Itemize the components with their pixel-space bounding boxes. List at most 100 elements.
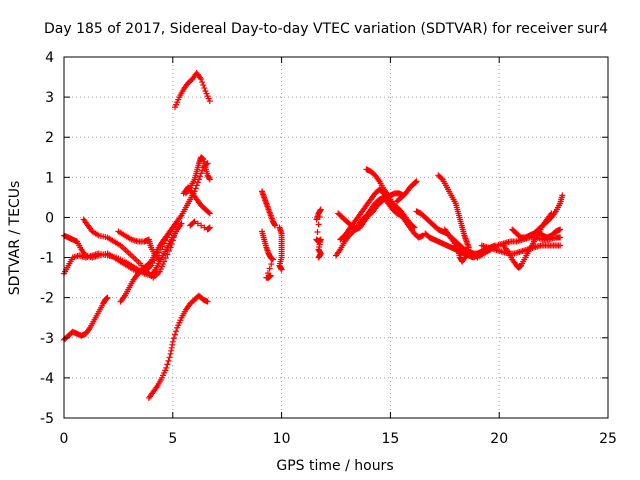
y-tick-label: -4 bbox=[40, 371, 54, 387]
y-tick-label: -3 bbox=[40, 331, 54, 347]
data-point bbox=[266, 265, 273, 272]
data-point bbox=[206, 210, 213, 217]
series-arc-28 bbox=[509, 192, 566, 241]
data-point bbox=[169, 338, 176, 345]
data-point bbox=[169, 237, 176, 244]
series-arc-14 bbox=[276, 224, 285, 273]
data-point bbox=[206, 176, 213, 183]
data-point bbox=[201, 85, 208, 92]
x-tick-label: 25 bbox=[599, 431, 617, 447]
data-point bbox=[314, 228, 321, 235]
data-point bbox=[164, 251, 171, 258]
series-arc-10 bbox=[180, 184, 213, 217]
series-arc-8 bbox=[171, 70, 213, 111]
data-point bbox=[165, 357, 172, 364]
series-arc-4 bbox=[115, 228, 163, 263]
data-point bbox=[411, 224, 418, 231]
series-arc-3 bbox=[80, 216, 178, 281]
y-tick-label: -2 bbox=[40, 291, 54, 307]
data-point bbox=[315, 221, 322, 228]
data-point bbox=[173, 328, 180, 335]
data-point bbox=[393, 208, 400, 215]
data-point bbox=[198, 76, 205, 83]
data-point bbox=[168, 241, 175, 248]
data-point bbox=[191, 218, 198, 225]
data-point bbox=[194, 179, 201, 186]
y-tick-label: 2 bbox=[45, 130, 54, 146]
x-axis-label: GPS time / hours bbox=[276, 458, 393, 474]
x-tick-label: 15 bbox=[381, 431, 399, 447]
series-arc-5 bbox=[61, 294, 111, 343]
y-tick-label: 1 bbox=[45, 170, 54, 186]
data-point bbox=[557, 242, 564, 249]
data-point bbox=[199, 79, 206, 86]
x-tick-label: 20 bbox=[490, 431, 508, 447]
data-point bbox=[163, 364, 170, 371]
data-point bbox=[164, 361, 171, 368]
x-tick-label: 10 bbox=[273, 431, 291, 447]
series-arc-20 bbox=[393, 178, 420, 205]
series-arc-6 bbox=[117, 160, 211, 305]
data-point bbox=[171, 331, 178, 338]
data-point bbox=[104, 294, 111, 301]
data-points bbox=[61, 70, 566, 401]
data-point bbox=[268, 261, 275, 268]
plot-frame bbox=[63, 56, 609, 419]
data-point bbox=[193, 182, 200, 189]
series-arc-23 bbox=[435, 172, 472, 251]
data-point bbox=[170, 335, 177, 342]
x-tick-label: 0 bbox=[60, 431, 69, 447]
y-axis-label: SDTVAR / TECUs bbox=[7, 181, 23, 296]
series-arc-11 bbox=[187, 218, 213, 233]
y-tick-labels: -5 -4 -3 -2 -1 0 1 2 3 4 bbox=[40, 50, 54, 427]
x-tick-label: 5 bbox=[168, 431, 177, 447]
series-arc-13 bbox=[259, 228, 276, 281]
data-point bbox=[170, 233, 177, 240]
data-point bbox=[206, 224, 213, 231]
series-arc-15 bbox=[313, 206, 324, 261]
data-point bbox=[199, 167, 206, 174]
data-point bbox=[200, 82, 207, 89]
data-point bbox=[166, 354, 173, 361]
data-point bbox=[146, 259, 153, 266]
data-point bbox=[198, 222, 205, 229]
data-point bbox=[438, 175, 445, 182]
data-point bbox=[161, 258, 168, 265]
data-point bbox=[206, 98, 213, 105]
data-point bbox=[467, 248, 474, 255]
data-point bbox=[178, 220, 185, 227]
data-point bbox=[272, 222, 279, 229]
series-arc-24 bbox=[441, 226, 474, 265]
data-point bbox=[171, 230, 178, 237]
y-tick-label: 0 bbox=[45, 210, 54, 226]
y-tick-label: 4 bbox=[45, 50, 54, 66]
data-point bbox=[167, 244, 174, 251]
data-point bbox=[205, 209, 212, 216]
data-point bbox=[204, 298, 211, 305]
data-point bbox=[165, 248, 172, 255]
data-point bbox=[267, 272, 274, 279]
data-point bbox=[269, 256, 276, 263]
data-point bbox=[162, 255, 169, 262]
chart-title: Day 185 of 2017, Sidereal Day-to-day VTE… bbox=[44, 21, 608, 37]
data-point bbox=[413, 178, 420, 185]
data-point bbox=[559, 192, 566, 199]
data-point bbox=[410, 223, 417, 230]
data-point bbox=[156, 249, 163, 256]
data-point bbox=[194, 220, 201, 227]
series-arc-19 bbox=[363, 166, 400, 215]
series-arc-29 bbox=[535, 226, 564, 241]
series-arc-12 bbox=[259, 188, 279, 229]
data-point bbox=[192, 185, 199, 192]
data-point bbox=[466, 249, 473, 256]
data-point bbox=[156, 256, 163, 263]
data-point bbox=[316, 213, 323, 220]
ticks bbox=[63, 56, 609, 419]
y-tick-label: -1 bbox=[40, 251, 54, 267]
data-point bbox=[557, 226, 564, 233]
series-arc-9 bbox=[182, 154, 213, 197]
y-tick-label: -5 bbox=[40, 411, 54, 427]
data-point bbox=[197, 173, 203, 180]
y-tick-label: 3 bbox=[45, 90, 54, 106]
